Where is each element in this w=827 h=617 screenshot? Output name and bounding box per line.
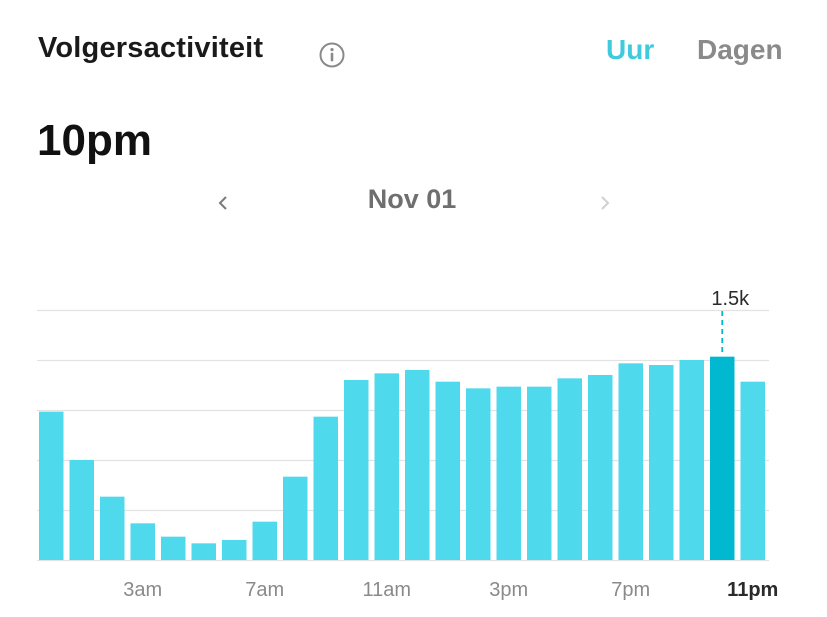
bar-5am[interactable]: [191, 543, 217, 560]
bar-12pm[interactable]: [405, 370, 430, 560]
bar-7pm[interactable]: [618, 363, 644, 560]
bar-2pm[interactable]: [466, 388, 491, 560]
info-icon[interactable]: [318, 41, 346, 69]
bar-2am[interactable]: [100, 496, 125, 560]
bar-10am[interactable]: [344, 380, 369, 560]
selected-marker: 1.5k: [711, 288, 750, 355]
bar-1am[interactable]: [69, 460, 95, 560]
tab-days[interactable]: Dagen: [697, 34, 783, 65]
grid-lines: [37, 309, 769, 562]
x-tick-label: 3am: [123, 579, 162, 601]
x-tick-label: 11am: [362, 579, 411, 601]
bar-6am[interactable]: [222, 540, 247, 560]
bar-9am[interactable]: [313, 416, 339, 560]
x-tick-label: 7pm: [611, 579, 650, 601]
bar-5pm[interactable]: [557, 378, 583, 560]
chevron-right-icon[interactable]: [592, 186, 616, 220]
bars: [39, 356, 766, 560]
selected-hour-value: 10pm: [37, 116, 152, 165]
date-label: Nov 01: [367, 184, 457, 214]
tab-hour[interactable]: Uur: [606, 34, 655, 65]
bar-8pm[interactable]: [649, 365, 674, 560]
bar-10pm[interactable]: [710, 356, 735, 560]
x-axis-ticks: 3am 7am 11am 3pm 7pm 11pm: [123, 579, 778, 601]
bar-6pm[interactable]: [588, 375, 613, 560]
x-tick-label: 3pm: [489, 579, 528, 601]
chevron-left-icon[interactable]: [211, 186, 235, 220]
bar-12am[interactable]: [39, 411, 64, 560]
bar-11pm[interactable]: [740, 381, 766, 560]
page-title: Volgersactiviteit: [38, 32, 264, 64]
bar-7am[interactable]: [252, 521, 278, 560]
bar-4am[interactable]: [161, 536, 186, 560]
bar-3pm[interactable]: [496, 386, 522, 560]
x-tick-label: 7am: [245, 579, 284, 601]
bar-1pm[interactable]: [435, 381, 461, 560]
bar-3am[interactable]: [130, 523, 156, 560]
bar-4pm[interactable]: [527, 386, 552, 560]
x-tick-label: 11pm: [727, 579, 778, 601]
bar-8am[interactable]: [283, 476, 308, 560]
selected-value-label: 1.5k: [711, 288, 750, 310]
bar-9pm[interactable]: [679, 360, 705, 560]
bar-11am[interactable]: [374, 373, 400, 560]
